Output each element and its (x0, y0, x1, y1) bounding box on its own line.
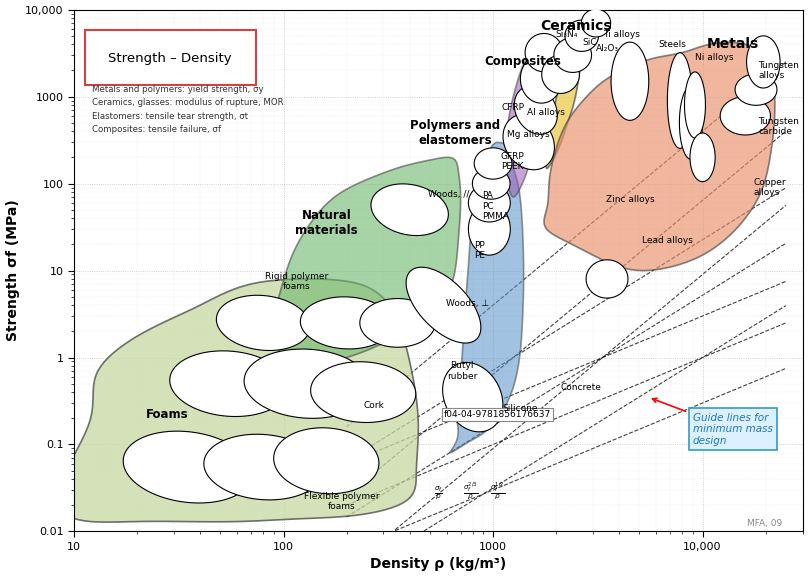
Polygon shape (273, 158, 461, 368)
Polygon shape (371, 184, 448, 235)
Polygon shape (360, 298, 436, 347)
Text: Lead alloys: Lead alloys (642, 236, 693, 245)
Text: Foams: Foams (146, 408, 188, 421)
Y-axis label: Strength σf (MPa): Strength σf (MPa) (6, 200, 19, 342)
Polygon shape (244, 349, 371, 418)
Polygon shape (554, 38, 591, 73)
Text: Natural
materials: Natural materials (295, 209, 358, 237)
Polygon shape (406, 267, 481, 343)
Polygon shape (720, 97, 770, 135)
Text: PA
PC
PMMA: PA PC PMMA (483, 191, 509, 221)
Text: Zinc alloys: Zinc alloys (606, 195, 654, 204)
Text: Composites: Composites (484, 55, 560, 69)
Polygon shape (123, 431, 253, 503)
Text: Si₃N₄: Si₃N₄ (556, 30, 578, 39)
Polygon shape (506, 38, 549, 197)
FancyBboxPatch shape (85, 31, 256, 85)
Polygon shape (667, 53, 693, 148)
Text: PP
PE: PP PE (474, 241, 486, 260)
Polygon shape (469, 183, 510, 222)
Polygon shape (472, 168, 510, 199)
Text: Guide lines for
minimum mass
design: Guide lines for minimum mass design (653, 398, 773, 446)
Text: $\frac{\sigma_f^{1/2}}{\rho}$: $\frac{\sigma_f^{1/2}}{\rho}$ (490, 480, 505, 501)
Polygon shape (680, 86, 702, 159)
Polygon shape (735, 74, 777, 106)
Polygon shape (586, 260, 628, 298)
Polygon shape (521, 54, 562, 103)
X-axis label: Density ρ (kg/m³): Density ρ (kg/m³) (370, 557, 506, 571)
Polygon shape (300, 297, 393, 349)
Text: Steels: Steels (659, 40, 687, 48)
Polygon shape (747, 36, 780, 88)
Polygon shape (204, 434, 323, 500)
Text: MFA, 09: MFA, 09 (747, 519, 783, 528)
Polygon shape (449, 143, 524, 453)
Text: Al₂O₃: Al₂O₃ (596, 44, 619, 53)
Text: Flexible polymer
foams: Flexible polymer foams (304, 492, 380, 511)
Text: Polymers and
elastomers: Polymers and elastomers (410, 119, 500, 147)
Text: CFRP: CFRP (502, 103, 525, 112)
Polygon shape (474, 148, 512, 179)
Text: Ceramics: Ceramics (541, 19, 612, 33)
Polygon shape (581, 9, 611, 37)
Polygon shape (684, 72, 706, 138)
Text: Rigid polymer
foams: Rigid polymer foams (264, 272, 328, 291)
Polygon shape (443, 362, 503, 432)
Polygon shape (169, 351, 289, 417)
Polygon shape (311, 362, 416, 422)
Text: Woods, ⊥: Woods, ⊥ (446, 299, 489, 308)
Text: Butyl
rubber: Butyl rubber (447, 361, 477, 381)
Text: Silicone: Silicone (503, 404, 539, 413)
Text: Tungsten
carbide: Tungsten carbide (758, 117, 800, 136)
Text: f04-04-9781856176637: f04-04-9781856176637 (444, 410, 551, 419)
Polygon shape (58, 279, 418, 522)
Text: Cork: Cork (363, 401, 384, 410)
Text: Ni alloys: Ni alloys (695, 53, 733, 62)
Text: Concrete: Concrete (560, 383, 602, 392)
Text: Mg alloys: Mg alloys (507, 130, 549, 138)
Polygon shape (217, 295, 310, 350)
Polygon shape (611, 42, 649, 121)
Text: Metals and polymers: yield strength, σy
Ceramics, glasses: modulus of rupture, M: Metals and polymers: yield strength, σy … (92, 85, 284, 134)
Polygon shape (565, 20, 599, 51)
Text: SiC: SiC (583, 38, 598, 47)
Text: Ti alloys: Ti alloys (603, 30, 640, 39)
Text: Metals: Metals (707, 37, 759, 51)
Text: Copper
alloys: Copper alloys (753, 178, 786, 197)
Text: Tungsten
alloys: Tungsten alloys (758, 61, 800, 80)
Text: $\frac{\sigma_f^{2/3}}{\rho}$: $\frac{\sigma_f^{2/3}}{\rho}$ (463, 480, 478, 501)
Polygon shape (690, 133, 715, 182)
Text: GFRP
PEEK: GFRP PEEK (501, 152, 525, 171)
Polygon shape (503, 114, 555, 170)
Text: Woods, //: Woods, // (428, 190, 470, 199)
Polygon shape (542, 55, 579, 93)
Polygon shape (469, 203, 510, 255)
Polygon shape (544, 42, 775, 271)
Text: Al alloys: Al alloys (527, 108, 564, 117)
Text: Strength – Density: Strength – Density (109, 51, 232, 65)
Text: $\frac{\sigma_f}{\rho}$: $\frac{\sigma_f}{\rho}$ (434, 484, 443, 501)
Polygon shape (514, 86, 557, 134)
Polygon shape (273, 428, 379, 494)
Polygon shape (526, 33, 563, 72)
Polygon shape (547, 10, 602, 168)
